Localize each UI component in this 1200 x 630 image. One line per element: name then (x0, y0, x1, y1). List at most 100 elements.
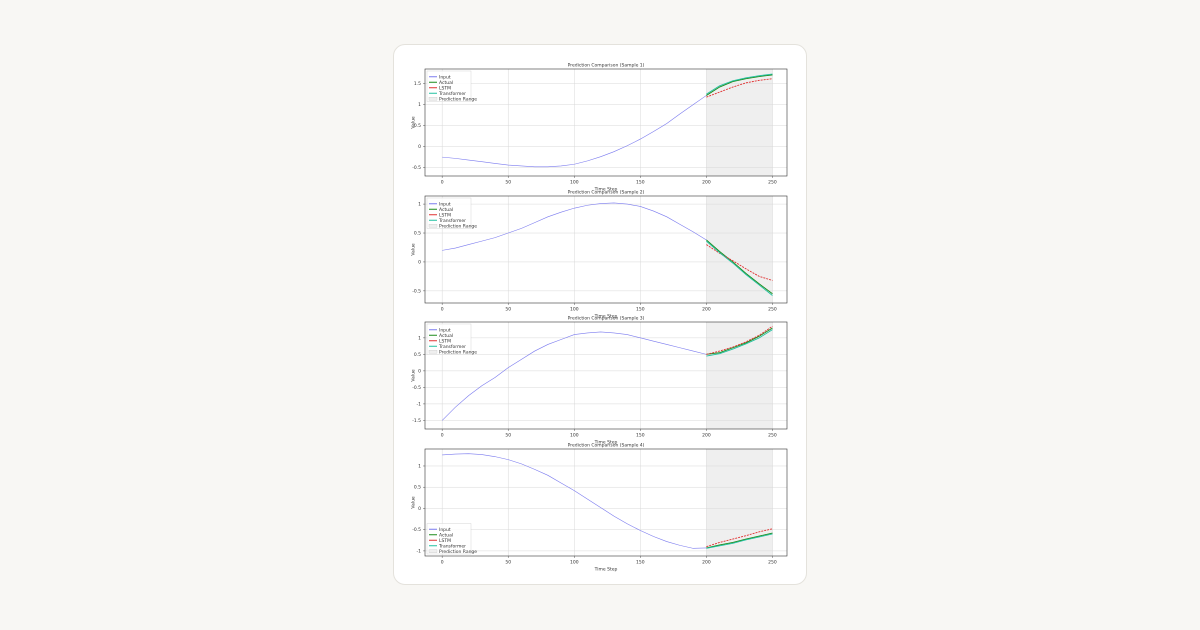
legend-label: Transformer (438, 218, 466, 224)
y-tick-label: -1 (417, 548, 422, 554)
y-tick-label: 1 (418, 202, 421, 208)
series-line (706, 73, 773, 95)
legend-box (426, 70, 472, 102)
y-tick-label: 0 (418, 368, 421, 374)
x-axis-label: Time Step (594, 440, 618, 446)
y-tick-label: -0.5 (412, 165, 421, 171)
chart-title: Prediction Comparison (Sample 4) (568, 443, 645, 449)
series-line (706, 240, 773, 296)
legend-box (426, 197, 472, 229)
x-tick-label: 250 (768, 307, 777, 313)
x-tick-label: 0 (441, 560, 444, 566)
legend-box (426, 523, 472, 555)
series-line (706, 78, 773, 98)
plot-frame (424, 448, 788, 557)
legend-label: LSTM (439, 338, 451, 344)
series-line (706, 532, 773, 549)
legend-label: LSTM (439, 212, 451, 218)
y-axis-label: Value (411, 116, 417, 129)
legend-label: Input (439, 201, 451, 207)
legend-label: Input (439, 74, 451, 80)
legend-swatch (428, 549, 438, 553)
x-tick-label: 150 (636, 560, 645, 566)
y-tick-label: -0.5 (412, 385, 421, 391)
x-tick-label: 250 (768, 560, 777, 566)
legend-label: Transformer (438, 344, 466, 350)
legend-label: LSTM (439, 85, 451, 91)
x-axis-label: Time Step (594, 314, 618, 320)
y-tick-label: 1 (418, 102, 421, 108)
legend-box (426, 323, 472, 355)
x-tick-label: 0 (441, 307, 444, 313)
y-tick-label: 0.5 (414, 352, 421, 358)
x-tick-label: 150 (636, 307, 645, 313)
y-tick-label: 0 (418, 506, 421, 512)
x-tick-label: 100 (570, 433, 579, 439)
chart-title: Prediction Comparison (Sample 2) (568, 190, 645, 196)
series-line (442, 453, 707, 549)
legend-label: Actual (439, 207, 453, 213)
x-tick-label: 200 (702, 433, 711, 439)
x-axis-label: Time Step (594, 567, 618, 573)
y-tick-label: 0.5 (414, 485, 421, 491)
legend-label: Actual (439, 532, 453, 538)
legend-label: Prediction Range (439, 349, 477, 355)
legend-label: Prediction Range (439, 223, 477, 229)
x-axis-label: Time Step (594, 187, 618, 193)
y-tick-label: -0.5 (412, 527, 421, 533)
x-tick-label: 200 (702, 180, 711, 186)
series-line (442, 202, 707, 251)
y-tick-label: 0 (418, 259, 421, 265)
y-axis-label: Value (411, 369, 417, 382)
y-tick-label: 1 (418, 335, 421, 341)
legend-swatch (428, 350, 438, 354)
x-tick-label: 50 (505, 307, 511, 313)
x-tick-label: 250 (768, 433, 777, 439)
prediction-range (706, 69, 773, 176)
series-line (706, 327, 773, 355)
chart-title: Prediction Comparison (Sample 3) (568, 316, 645, 322)
x-tick-label: 50 (505, 433, 511, 439)
series-line (706, 329, 773, 357)
y-tick-label: 0 (418, 144, 421, 150)
series-line (706, 533, 773, 549)
x-tick-label: 100 (570, 560, 579, 566)
legend-label: Actual (439, 333, 453, 339)
plot-frame (424, 68, 788, 177)
y-tick-label: 1.5 (414, 81, 421, 87)
series-line (441, 331, 707, 421)
x-tick-label: 0 (441, 180, 444, 186)
x-tick-label: 250 (768, 180, 777, 186)
y-tick-label: 0.5 (414, 231, 421, 237)
y-tick-label: -1.5 (412, 418, 421, 424)
prediction-range (706, 322, 773, 429)
x-tick-label: 200 (702, 307, 711, 313)
y-axis-label: Value (411, 243, 417, 256)
x-tick-label: 150 (636, 433, 645, 439)
y-axis-label: Value (411, 496, 417, 509)
x-tick-label: 150 (636, 180, 645, 186)
legend-label: LSTM (439, 538, 451, 544)
x-tick-label: 100 (570, 180, 579, 186)
y-tick-label: 1 (418, 463, 421, 469)
series-line (706, 244, 773, 281)
prediction-range (706, 449, 773, 556)
legend-label: Input (439, 327, 451, 333)
y-tick-label: -0.5 (412, 288, 421, 294)
series-line (442, 95, 707, 168)
x-tick-label: 200 (702, 560, 711, 566)
legend-swatch (428, 97, 438, 101)
chart-title: Prediction Comparison (Sample 1) (568, 63, 645, 69)
x-tick-label: 100 (570, 307, 579, 313)
x-tick-label: 0 (441, 433, 444, 439)
legend-label: Transformer (438, 91, 466, 97)
x-tick-label: 50 (505, 180, 511, 186)
y-tick-label: -1 (417, 401, 422, 407)
plot-frame (424, 321, 788, 430)
plot-frame (424, 195, 788, 304)
y-tick-label: 0.5 (414, 123, 421, 129)
legend-label: Input (439, 527, 451, 533)
series-line (706, 239, 773, 295)
